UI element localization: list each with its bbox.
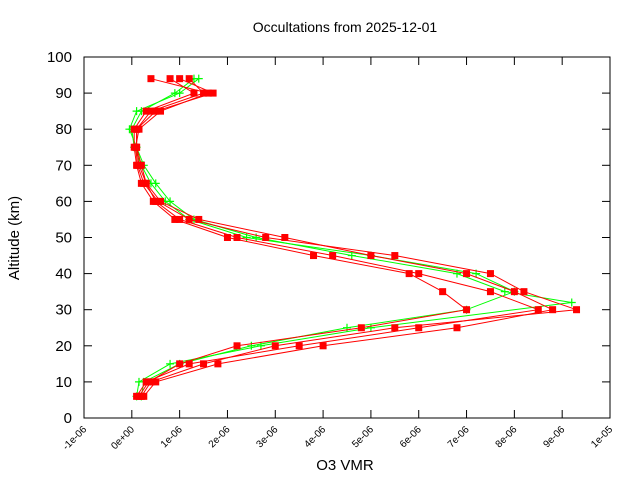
y-tick-label: 20 <box>55 338 72 355</box>
point <box>463 270 471 278</box>
point <box>271 342 279 350</box>
point <box>195 215 203 223</box>
point <box>149 197 157 205</box>
point <box>247 341 256 350</box>
point <box>391 252 399 260</box>
point <box>366 323 375 332</box>
point <box>367 252 375 260</box>
point <box>147 107 155 115</box>
point <box>209 89 217 97</box>
point <box>140 392 148 400</box>
point <box>133 161 141 169</box>
point <box>166 359 175 368</box>
point <box>256 341 265 350</box>
point <box>204 89 212 97</box>
y-tick-label: 30 <box>55 302 72 319</box>
point <box>357 324 365 332</box>
point <box>142 179 150 187</box>
y-tick-label: 10 <box>55 374 72 391</box>
y-tick-label: 40 <box>55 266 72 283</box>
point <box>573 306 581 314</box>
point <box>147 75 155 83</box>
point <box>185 360 193 368</box>
point <box>415 270 423 278</box>
point <box>166 75 174 83</box>
point <box>142 107 150 115</box>
point <box>242 233 251 242</box>
point <box>176 360 184 368</box>
point <box>137 161 145 169</box>
point <box>223 234 231 241</box>
point <box>534 306 542 314</box>
y-tick-label: 90 <box>55 85 72 102</box>
plot-frame <box>83 56 611 419</box>
point <box>157 107 165 115</box>
point <box>500 287 509 296</box>
point <box>152 378 160 386</box>
point <box>176 215 184 223</box>
y-tick-label: 70 <box>55 157 72 174</box>
point <box>233 234 241 241</box>
y-tick-label: 60 <box>55 193 72 210</box>
x-axis-label: O3 VMR <box>316 457 374 474</box>
point <box>295 342 303 350</box>
y-tick-label: 80 <box>55 121 72 138</box>
point <box>319 342 327 350</box>
chart-title: Occultations from 2025-12-01 <box>253 19 438 35</box>
point <box>200 360 208 368</box>
point <box>133 143 141 151</box>
point <box>190 89 198 97</box>
point <box>486 288 494 296</box>
point <box>463 306 471 314</box>
point <box>439 288 447 296</box>
point <box>329 252 337 260</box>
point <box>415 324 423 332</box>
point <box>200 89 208 97</box>
point <box>157 197 165 205</box>
point <box>567 298 576 307</box>
point <box>405 270 413 278</box>
point <box>262 234 270 241</box>
y-axis-label: Altitude (km) <box>6 196 23 280</box>
point <box>453 324 461 332</box>
point <box>310 252 318 260</box>
point <box>549 306 557 314</box>
point <box>233 342 241 350</box>
point <box>176 75 184 83</box>
point <box>486 270 494 278</box>
point <box>281 234 289 241</box>
point <box>343 323 351 332</box>
point <box>185 215 193 223</box>
point <box>145 378 153 386</box>
point <box>452 269 461 278</box>
point <box>391 324 399 332</box>
point <box>135 392 143 400</box>
point <box>133 125 141 133</box>
point <box>152 107 160 115</box>
y-tick-label: 100 <box>47 49 72 66</box>
point <box>171 215 179 223</box>
y-tick-label: 50 <box>55 230 72 247</box>
point <box>137 179 145 187</box>
point <box>214 360 222 368</box>
point <box>170 89 179 98</box>
point <box>510 288 518 296</box>
point <box>185 75 193 83</box>
y-tick-label: 0 <box>64 410 72 427</box>
point <box>520 288 528 296</box>
